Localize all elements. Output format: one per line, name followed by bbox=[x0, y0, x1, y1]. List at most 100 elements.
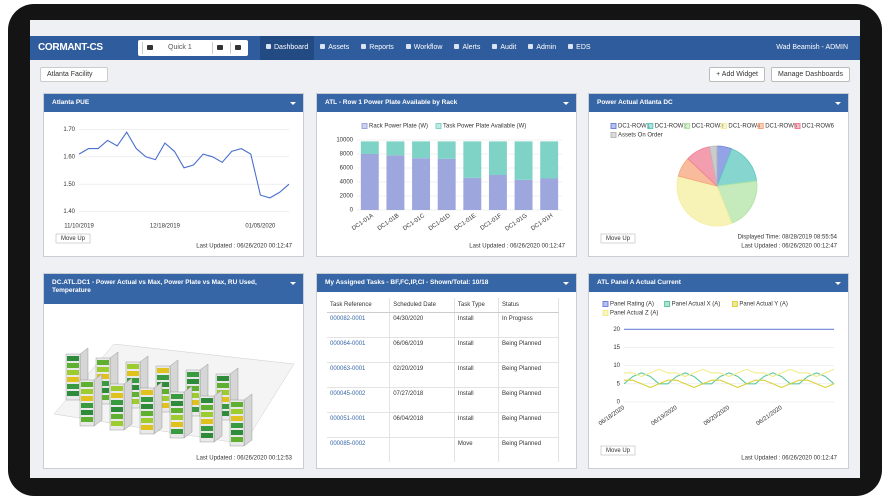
navbar: CORMANT-CS Quick 1 Dashboard Assets Reports W… bbox=[30, 36, 860, 60]
menu-item[interactable]: EDS bbox=[562, 36, 596, 60]
toolbar-button[interactable]: + Add Widget bbox=[709, 67, 765, 82]
rack-tile bbox=[201, 412, 213, 417]
table-cell: Install bbox=[454, 312, 500, 338]
rack-tile bbox=[81, 403, 93, 408]
rack-tile bbox=[67, 370, 79, 375]
rack-tile bbox=[67, 384, 79, 389]
rack-tile bbox=[111, 414, 123, 419]
column-header: Status bbox=[498, 298, 559, 313]
bar-segment bbox=[488, 175, 507, 210]
rack-tile bbox=[111, 393, 123, 398]
table-cell: 02/20/2019 bbox=[389, 362, 455, 388]
rack-tile bbox=[201, 398, 213, 403]
move-up-button[interactable] bbox=[55, 233, 91, 244]
menu-item[interactable]: Dashboard bbox=[260, 36, 315, 60]
rack-tile bbox=[127, 364, 139, 369]
rack-tile bbox=[127, 378, 139, 383]
rack-tile bbox=[217, 376, 229, 381]
table-cell[interactable]: 000064-0001 bbox=[327, 337, 391, 363]
rack-tile bbox=[231, 437, 243, 442]
rack-tile bbox=[187, 400, 199, 405]
table-cell[interactable]: 000082-0001 bbox=[327, 312, 391, 338]
rack-side bbox=[183, 385, 193, 439]
menu-item[interactable]: Admin bbox=[522, 36, 562, 60]
facility-dropdown[interactable]: Atlanta Facility bbox=[40, 67, 108, 82]
toolbar-button[interactable]: Manage Dashboards bbox=[771, 67, 850, 82]
search-box[interactable]: Quick 1 bbox=[138, 40, 248, 56]
legend-label: Task Power Plate Available (W) bbox=[443, 124, 526, 130]
y-tick-label: 0 bbox=[350, 208, 354, 214]
table-cell: Install bbox=[454, 337, 500, 363]
table-cell[interactable]: 000085-0002 bbox=[327, 437, 391, 462]
datacenter-render bbox=[53, 343, 295, 447]
rack-tile bbox=[171, 422, 183, 427]
task-table: Task Reference Scheduled Date Task Type Sta… bbox=[327, 298, 559, 462]
table-cell: 06/04/2018 bbox=[389, 412, 455, 438]
search-text: Quick 1 bbox=[168, 44, 192, 51]
rack-tile bbox=[67, 363, 79, 368]
rack-tile bbox=[97, 395, 109, 400]
legend-label: DC1-ROW2 bbox=[655, 124, 688, 130]
rack-tile bbox=[171, 429, 183, 434]
column-header: Task Type bbox=[454, 298, 500, 313]
menu-item[interactable]: Alerts bbox=[448, 36, 486, 60]
menu-item[interactable]: Audit bbox=[486, 36, 522, 60]
menu-item[interactable]: Assets bbox=[314, 36, 355, 60]
rack-tile bbox=[81, 417, 93, 422]
rack-tile bbox=[141, 425, 153, 430]
menu-item[interactable]: Workflow bbox=[400, 36, 449, 60]
move-up-button[interactable] bbox=[600, 233, 636, 244]
rack-side bbox=[153, 381, 163, 435]
widget: ATL Panel A Actual Current Panel Rating (… bbox=[588, 273, 849, 469]
rack-side bbox=[93, 373, 103, 427]
table-row: 000051-0001 06/04/2018 Install Being Planne… bbox=[327, 412, 559, 438]
rack-tile bbox=[127, 385, 139, 390]
table-cell[interactable]: 000051-0001 bbox=[327, 412, 391, 438]
table-cell[interactable]: 000045-0002 bbox=[327, 387, 391, 413]
rack-tile bbox=[187, 379, 199, 384]
y-tick-label: 0 bbox=[617, 400, 621, 406]
bar-segment bbox=[386, 155, 405, 210]
user-menu[interactable]: Wad Beamish - ADMIN bbox=[776, 44, 848, 51]
table-cell: Being Planned bbox=[498, 362, 559, 388]
widget: ATL - Row 1 Power Plate Available by Rac… bbox=[316, 93, 577, 257]
table-header: Task Reference Scheduled Date Task Type Sta… bbox=[327, 298, 559, 313]
widget-header: ATL Panel A Actual Current bbox=[589, 274, 848, 292]
x-tick-label: DC1-01E bbox=[454, 213, 478, 232]
bar-segment bbox=[360, 154, 379, 210]
table-row: 000045-0002 07/27/2018 Install Being Planne… bbox=[327, 387, 559, 413]
x-tick-label: DC1-01C bbox=[402, 213, 426, 233]
move-up-button[interactable] bbox=[600, 445, 636, 456]
legend-swatch bbox=[664, 301, 671, 307]
table-cell[interactable]: 000063-0001 bbox=[327, 362, 391, 388]
move-up-label: Move Up bbox=[61, 236, 86, 242]
rack-tile bbox=[67, 391, 79, 396]
y-tick-label: 6000 bbox=[340, 166, 354, 172]
line-series bbox=[624, 368, 835, 378]
displayed-time: Displayed Time: 08/28/2019 08:55:54 bbox=[738, 235, 838, 241]
toolbar-buttons: + Add Widget Manage Dashboards bbox=[709, 67, 850, 82]
legend-label: DC1-ROW5 bbox=[765, 124, 798, 130]
line-series bbox=[624, 379, 835, 389]
icon-glyph bbox=[147, 45, 153, 50]
rack-tile bbox=[217, 411, 229, 416]
table-cell: 07/27/2018 bbox=[389, 387, 455, 413]
table-cell: Being Planned bbox=[498, 337, 559, 363]
rack-tile bbox=[67, 377, 79, 382]
table-cell: 06/06/2019 bbox=[389, 337, 455, 363]
widget-body: 1.40 1.50 1.60 1.70 11/10/2019 12/18/2019 01/0… bbox=[55, 127, 293, 250]
y-tick-label: 1.70 bbox=[63, 127, 75, 133]
widget: DC.ATL.DC1 - Power Actual vs Max, Power … bbox=[43, 273, 304, 469]
legend-swatch bbox=[647, 123, 654, 129]
rack-tile bbox=[157, 389, 169, 394]
rack-tile bbox=[141, 411, 153, 416]
table-cell: Install bbox=[454, 412, 500, 438]
rack-tile bbox=[127, 392, 139, 397]
menu-item[interactable]: Reports bbox=[355, 36, 400, 60]
legend-swatch bbox=[757, 123, 764, 129]
legend-swatch bbox=[610, 132, 617, 138]
y-tick-label: 8000 bbox=[340, 152, 354, 158]
widget: Atlanta PUE 1.40 1.50 1.60 1.70 11/10/2019 12/… bbox=[43, 93, 304, 257]
bar-segment bbox=[463, 141, 482, 178]
